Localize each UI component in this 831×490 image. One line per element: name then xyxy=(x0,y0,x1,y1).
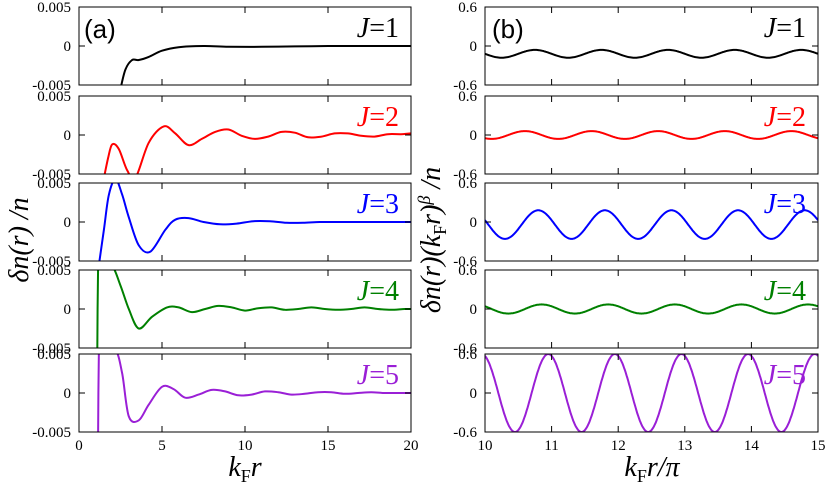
series-label-j3: J=3 xyxy=(764,189,806,220)
series-line-j5 xyxy=(97,354,411,432)
subplot-a-j5: 0.005 0 -0.005 J=5 xyxy=(32,347,412,441)
panel-a-xlabel: kFr xyxy=(228,452,261,486)
subplot-b-j2: 0.6 0 -0.6 J=2 xyxy=(453,89,819,183)
x-tick-label: 11 xyxy=(544,438,558,454)
y-tick-label: 0 xyxy=(64,215,72,231)
y-tick-label: 0.005 xyxy=(37,89,71,105)
y-tick-label: 0 xyxy=(470,39,478,55)
y-tick-label: 0.005 xyxy=(37,176,71,192)
subplot-b-j4: 0.6 0 -0.6 J=4 xyxy=(453,263,819,357)
series-line-j5 xyxy=(485,354,818,432)
y-tick-label: -0.6 xyxy=(453,425,477,441)
x-tick-label: 10 xyxy=(238,438,253,454)
y-tick-label: -0.6 xyxy=(453,78,477,94)
y-tick-label: 0 xyxy=(64,302,72,318)
x-tick-label: 14 xyxy=(744,438,760,454)
y-tick-label: 0 xyxy=(64,39,72,55)
subplot-b-j1: 0.6 0 -0.6 J=1 xyxy=(453,0,819,94)
subplot-a-j4: 0.005 0 -0.005 J=4 xyxy=(32,263,412,357)
y-tick-label: 0 xyxy=(64,128,72,144)
x-tick-label: 0 xyxy=(75,438,83,454)
y-tick-label: -0.005 xyxy=(32,78,71,94)
subplot-a-j1: 0.005 0 -0.005 J=1 xyxy=(32,0,412,94)
series-line-j4 xyxy=(485,303,818,315)
y-tick-label: 0.005 xyxy=(37,0,71,16)
series-label-j4: J=4 xyxy=(764,276,806,307)
subplot-b-j3: 0.6 0 -0.6 J=3 xyxy=(453,176,819,270)
series-label-j4: J=4 xyxy=(357,276,399,307)
y-tick-label: 0.6 xyxy=(458,347,477,363)
series-label-j1: J=1 xyxy=(357,13,399,44)
y-tick-label: 0 xyxy=(470,386,478,402)
subplot-a-j2: 0.005 0 -0.005 J=2 xyxy=(32,89,412,183)
y-tick-label: 0.6 xyxy=(458,176,477,192)
subplot-a-j3: 0.005 0 -0.005 J=3 xyxy=(32,176,412,270)
x-tick-label: 15 xyxy=(321,438,336,454)
y-tick-label: -0.6 xyxy=(453,254,477,270)
series-line-j2 xyxy=(485,130,818,140)
x-tick-label: 10 xyxy=(478,438,493,454)
y-tick-label: 0.6 xyxy=(458,0,477,16)
y-tick-label: 0.005 xyxy=(37,263,71,279)
x-tick-label: 20 xyxy=(404,438,419,454)
figure-labels: (a) (b) δn(r) /n δn(r)(kFr)β /n kFr kFr/… xyxy=(4,14,681,486)
series-label-j3: J=3 xyxy=(357,189,399,220)
x-tick-label: 5 xyxy=(158,438,166,454)
x-tick-label: 13 xyxy=(677,438,692,454)
y-tick-label: 0.6 xyxy=(458,263,477,279)
panel-b: 0.6 0 -0.6 J=1 0.6 0 -0.6 J=2 0.6 0 -0.6 J=3 0.6 0 -0.… xyxy=(453,0,825,454)
panel-b-label: (b) xyxy=(492,14,524,44)
y-tick-label: -0.6 xyxy=(453,341,477,357)
y-tick-label: 0 xyxy=(64,386,72,402)
series-label-j2: J=2 xyxy=(764,102,806,133)
y-tick-label: -0.005 xyxy=(32,167,71,183)
series-line-j2 xyxy=(103,125,411,174)
subplot-b-j5: 0.6 0 -0.6 J=5 xyxy=(453,347,819,441)
y-tick-label: 0.005 xyxy=(37,347,71,363)
series-line-j3 xyxy=(98,183,411,261)
series-label-j5: J=5 xyxy=(357,360,399,391)
y-tick-label: 0 xyxy=(470,128,478,144)
panel-a-ylabel-text: δn(r) /n xyxy=(4,197,35,282)
series-label-j2: J=2 xyxy=(357,102,399,133)
x-tick-label: 12 xyxy=(611,438,626,454)
panel-a-label: (a) xyxy=(84,14,116,44)
series-line-j1 xyxy=(485,48,818,59)
y-tick-label: -0.6 xyxy=(453,167,477,183)
panel-b-ylabel: δn(r)(kFr)β /n xyxy=(414,167,450,313)
x-tick-label: 15 xyxy=(811,438,826,454)
y-tick-label: 0 xyxy=(470,215,478,231)
panel-a-ylabel: δn(r) /n xyxy=(4,197,35,282)
series-label-j1: J=1 xyxy=(764,13,806,44)
series-line-j3 xyxy=(485,209,818,240)
y-tick-label: 0.6 xyxy=(458,89,477,105)
series-line-j1 xyxy=(120,44,411,85)
y-tick-label: -0.005 xyxy=(32,341,71,357)
panel-a: 0.0050-0.005J=10.0050-0.005J=20.0050-0.0… xyxy=(32,0,418,454)
series-line-j4 xyxy=(96,270,411,348)
series-label-j5: J=5 xyxy=(764,360,806,391)
panel-b-xlabel: kFr/π xyxy=(624,452,680,486)
y-tick-label: 0 xyxy=(470,302,478,318)
y-tick-label: -0.005 xyxy=(32,254,71,270)
y-tick-label: -0.005 xyxy=(32,425,71,441)
